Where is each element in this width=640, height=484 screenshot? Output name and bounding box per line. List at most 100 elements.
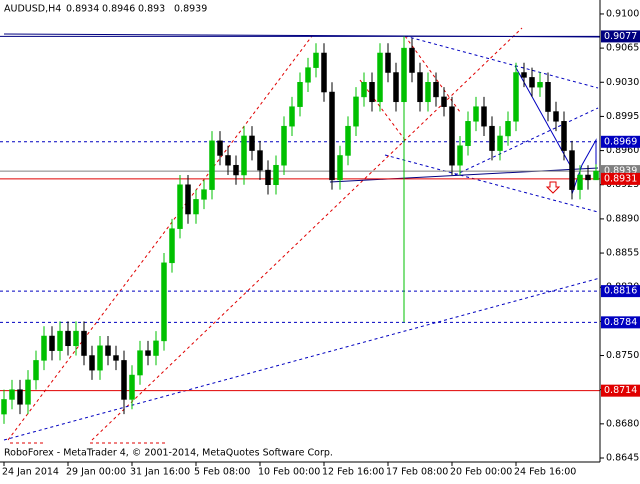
candle-body bbox=[409, 47, 415, 73]
candle-body bbox=[113, 355, 119, 361]
candle-body bbox=[441, 96, 447, 107]
y-tick-label: 0.9030 bbox=[606, 77, 639, 88]
candle-body bbox=[513, 72, 519, 122]
x-tick-label: 31 Jan 16:00 bbox=[130, 467, 190, 478]
trendlines bbox=[3, 27, 601, 444]
y-tick-label: 0.8750 bbox=[606, 350, 639, 361]
header-low: 0.893 bbox=[138, 4, 165, 15]
channel-line bbox=[404, 35, 461, 113]
candle-body bbox=[329, 91, 335, 181]
x-tick-label: 10 Feb 00:00 bbox=[258, 467, 320, 478]
candle-body bbox=[65, 330, 71, 347]
trend-line bbox=[454, 107, 599, 176]
candle-body bbox=[529, 77, 535, 88]
level-label-box bbox=[601, 316, 640, 329]
candle-body bbox=[265, 169, 271, 185]
candle-body bbox=[433, 82, 439, 98]
level-label: 0.8931 bbox=[604, 173, 637, 184]
x-tick-label: 17 Feb 08:00 bbox=[386, 467, 448, 478]
y-tick-label: 0.8995 bbox=[606, 111, 639, 122]
candle-body bbox=[537, 82, 543, 88]
candle-body bbox=[9, 389, 15, 400]
candle-body bbox=[153, 340, 159, 356]
candle-body bbox=[41, 335, 47, 361]
level-label: 0.9077 bbox=[604, 31, 637, 42]
candle-body bbox=[337, 155, 343, 181]
level-label: 0.8969 bbox=[604, 136, 637, 147]
y-tick-label: 0.8960 bbox=[606, 145, 639, 156]
candle-body bbox=[305, 67, 311, 83]
trend-line bbox=[3, 277, 601, 441]
candle-body bbox=[105, 345, 111, 356]
candle-body bbox=[449, 106, 455, 166]
candle-body bbox=[241, 135, 247, 176]
candle-body bbox=[369, 82, 375, 103]
candle-body bbox=[257, 150, 263, 171]
sell-arrow bbox=[545, 181, 561, 194]
y-tick-label: 0.9065 bbox=[606, 43, 639, 54]
candle-body bbox=[89, 355, 95, 371]
candle-body bbox=[545, 82, 551, 112]
x-tick-label: 24 Feb 16:00 bbox=[514, 467, 576, 478]
candle-body bbox=[457, 145, 463, 166]
candle-body bbox=[17, 389, 23, 405]
candle-body bbox=[361, 82, 367, 98]
candle-body bbox=[97, 345, 103, 371]
candle-body bbox=[217, 140, 223, 156]
candle-body bbox=[129, 374, 135, 400]
candle-body bbox=[497, 135, 503, 151]
candle-body bbox=[177, 184, 183, 229]
candle-body bbox=[577, 174, 583, 190]
candle-body bbox=[489, 125, 495, 151]
channel-line bbox=[7, 35, 313, 441]
level-label-box bbox=[601, 135, 640, 148]
candle-body bbox=[1, 399, 7, 415]
candle-body bbox=[401, 47, 407, 103]
candle-body bbox=[569, 150, 575, 190]
x-tick-label: 5 Feb 08:00 bbox=[194, 467, 250, 478]
candle-body bbox=[121, 360, 127, 400]
candle-body bbox=[425, 82, 431, 103]
header-high: 0.8946 bbox=[102, 4, 135, 15]
header-open: 0.8934 bbox=[66, 4, 99, 15]
candle-body bbox=[185, 184, 191, 215]
symbol: AUDUSD,H4 bbox=[4, 4, 61, 15]
y-tick-label: 0.8645 bbox=[606, 452, 639, 463]
candle-body bbox=[297, 82, 303, 107]
candle-body bbox=[393, 72, 399, 103]
candle-body bbox=[465, 121, 471, 146]
level-label-box bbox=[601, 172, 640, 185]
candle-body bbox=[137, 350, 143, 376]
candle-body bbox=[249, 135, 255, 151]
header-close: 0.8939 bbox=[174, 4, 207, 15]
candle-body bbox=[233, 164, 239, 176]
trend-line bbox=[384, 154, 599, 213]
candle-body bbox=[505, 121, 511, 137]
x-tick-label: 12 Feb 16:00 bbox=[322, 467, 384, 478]
candle-body bbox=[169, 228, 175, 264]
candle-body bbox=[81, 330, 87, 356]
levels bbox=[0, 35, 600, 392]
y-tick-label: 0.8890 bbox=[606, 213, 639, 224]
candle-body bbox=[73, 330, 79, 347]
candle-body bbox=[145, 350, 151, 356]
candle-body bbox=[377, 52, 383, 103]
x-tick-label: 24 Jan 2014 bbox=[2, 467, 59, 478]
candle-body bbox=[281, 125, 287, 166]
candle-body bbox=[209, 140, 215, 190]
x-tick-label: 20 Feb 00:00 bbox=[450, 467, 512, 478]
candle-body bbox=[553, 111, 559, 122]
candle-body bbox=[321, 52, 327, 93]
candle-body bbox=[289, 106, 295, 127]
level-label: 0.8816 bbox=[604, 286, 637, 297]
candle-body bbox=[25, 379, 31, 405]
x-tick-label: 29 Jan 00:00 bbox=[66, 467, 126, 478]
level-label: 0.8939 bbox=[604, 166, 637, 177]
y-tick-label: 0.8680 bbox=[606, 418, 639, 429]
candle-body bbox=[313, 52, 319, 68]
candle-body bbox=[57, 330, 63, 351]
candle-body bbox=[521, 72, 527, 78]
level-label: 0.8784 bbox=[604, 317, 637, 328]
